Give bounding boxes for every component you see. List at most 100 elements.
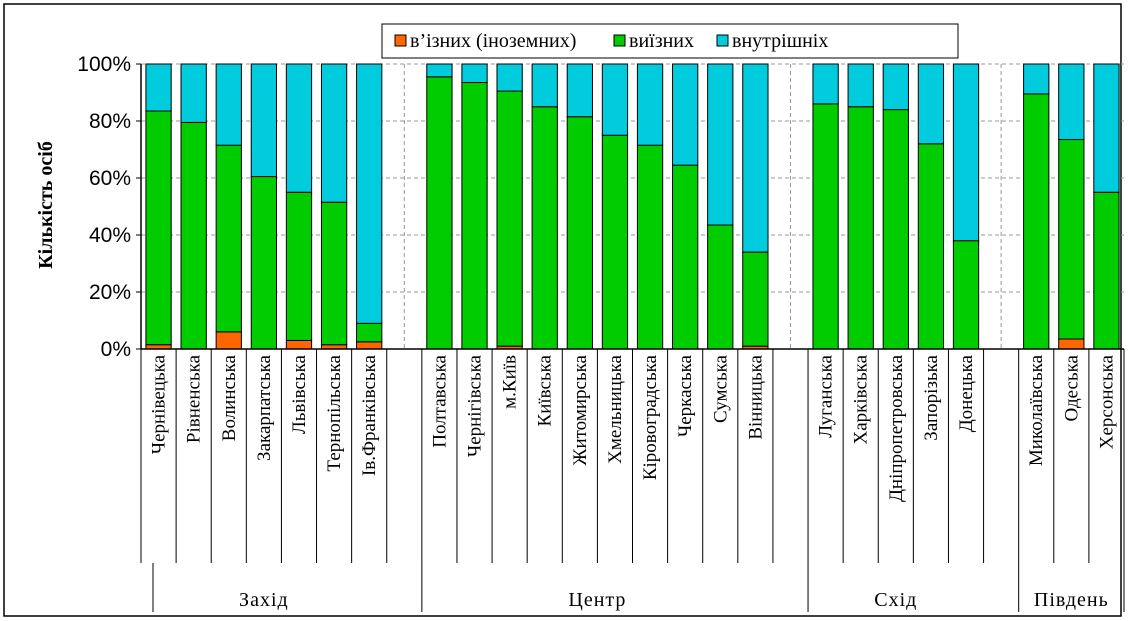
bar-segment <box>566 63 593 118</box>
legend-swatch <box>613 34 626 47</box>
bar-segment <box>496 90 523 347</box>
bar-segment <box>285 339 313 350</box>
bar-segment <box>742 63 769 253</box>
bar-segment <box>917 63 945 145</box>
bar-segment <box>707 224 734 350</box>
x-tick-label: м.Київ <box>500 355 521 409</box>
group-label: Південь <box>1034 589 1109 611</box>
x-tick-label: Ів.Франківська <box>359 354 380 476</box>
x-tick-label: Чернігівська <box>465 354 486 457</box>
bar-segment <box>250 63 278 178</box>
group-label: Захід <box>239 589 289 611</box>
bar-segment <box>601 63 629 136</box>
bar-segment <box>882 109 909 350</box>
x-tick-label: Волинська <box>219 354 240 441</box>
bar-segment <box>1093 191 1120 350</box>
bar-segment <box>636 63 664 146</box>
bar-segment <box>1058 63 1085 141</box>
bar-segment <box>672 63 699 166</box>
x-tick-label: Рівненська <box>184 354 205 443</box>
bar-segment <box>145 110 172 346</box>
legend-box <box>381 23 959 59</box>
bar-segment <box>320 201 348 346</box>
legend-label: виїзних <box>629 30 694 52</box>
x-tick-label: Полтавська <box>429 354 450 447</box>
bar-segment <box>1023 63 1050 95</box>
bar-segment <box>145 63 172 112</box>
axis-layer: 0% 20% 40% 60% 80% 100% Чернівецька Рівненська В… <box>77 53 1125 612</box>
x-tick-label: Запорізька <box>921 354 942 440</box>
bar-segment <box>1023 93 1050 350</box>
x-tick-label: Луганська <box>816 354 837 437</box>
x-tick-label: Харківська <box>851 354 872 444</box>
bar-segment <box>1058 139 1085 340</box>
x-tick-label: Черкаська <box>675 354 696 437</box>
group-label: Схід <box>874 589 917 611</box>
bar-segment <box>847 63 874 108</box>
bar-segment <box>356 63 383 324</box>
bar-segment <box>531 106 558 350</box>
bar-segment <box>1058 338 1085 350</box>
bar-segment <box>952 240 980 350</box>
bar-segment <box>812 63 839 105</box>
bar-segment <box>707 63 734 226</box>
bar-segment <box>285 191 313 341</box>
bar-segment <box>180 63 207 123</box>
bars-layer <box>145 63 1120 350</box>
legend-label: внутрішніх <box>732 30 828 52</box>
bar-segment <box>812 103 839 350</box>
bar-segment <box>601 134 629 350</box>
bar-segment <box>356 322 383 343</box>
bar-segment <box>847 106 874 350</box>
bar-segment <box>917 143 945 350</box>
legend: в’ізних (іноземних) виїзних внутрішніх <box>381 23 959 59</box>
x-tick-label: Донецька <box>956 354 977 432</box>
bar-segment <box>1093 63 1120 193</box>
x-tick-label: Миколаївська <box>1026 354 1047 466</box>
bar-segment <box>356 341 383 350</box>
bar-segment <box>882 63 909 111</box>
x-tick-label: Житомирська <box>570 354 591 465</box>
x-tick-label: Вінницька <box>745 354 766 439</box>
y-axis-title: Кількість осіб <box>35 141 57 269</box>
x-tick-label: Одеська <box>1061 354 1082 421</box>
bar-segment <box>215 331 242 350</box>
bar-segment <box>636 144 664 350</box>
bar-segment <box>531 63 558 108</box>
bar-segment <box>215 144 242 333</box>
x-tick-label: Тернопільська <box>324 354 345 471</box>
bar-segment <box>285 63 313 193</box>
x-tick-label: Сумська <box>710 354 731 423</box>
bar-segment <box>250 176 278 350</box>
bar-segment <box>215 63 242 146</box>
bar-segment <box>742 251 769 347</box>
bar-segment <box>496 63 523 92</box>
x-tick-label: Львівська <box>289 354 310 434</box>
x-tick-label: Чернівецька <box>149 354 170 454</box>
bar-segment <box>426 63 453 78</box>
y-tick-label: 60% <box>89 167 131 190</box>
bar-segment <box>320 63 348 203</box>
legend-swatch <box>716 34 729 47</box>
x-tick-label: Закарпатська <box>254 354 275 461</box>
bar-segment <box>180 121 207 350</box>
bar-segment <box>461 63 488 84</box>
bar-segment <box>426 76 453 350</box>
legend-label: в’ізних (іноземних) <box>410 30 576 52</box>
y-tick-label: 20% <box>89 281 131 304</box>
group-label: Центр <box>568 589 626 611</box>
y-tick-label: 0% <box>101 338 131 361</box>
x-tick-label: Дніпропетровська <box>886 354 907 502</box>
bar-segment <box>566 116 593 350</box>
y-tick-label: 100% <box>77 53 131 76</box>
legend-swatch <box>394 34 407 47</box>
y-tick-label: 40% <box>89 224 131 247</box>
y-tick-label: 80% <box>89 110 131 133</box>
x-tick-label: Кіровоградська <box>640 354 661 480</box>
x-tick-label: Київська <box>535 354 556 426</box>
bar-segment <box>461 82 488 350</box>
x-tick-label: Хмельницька <box>605 354 626 463</box>
bar-segment <box>672 164 699 350</box>
